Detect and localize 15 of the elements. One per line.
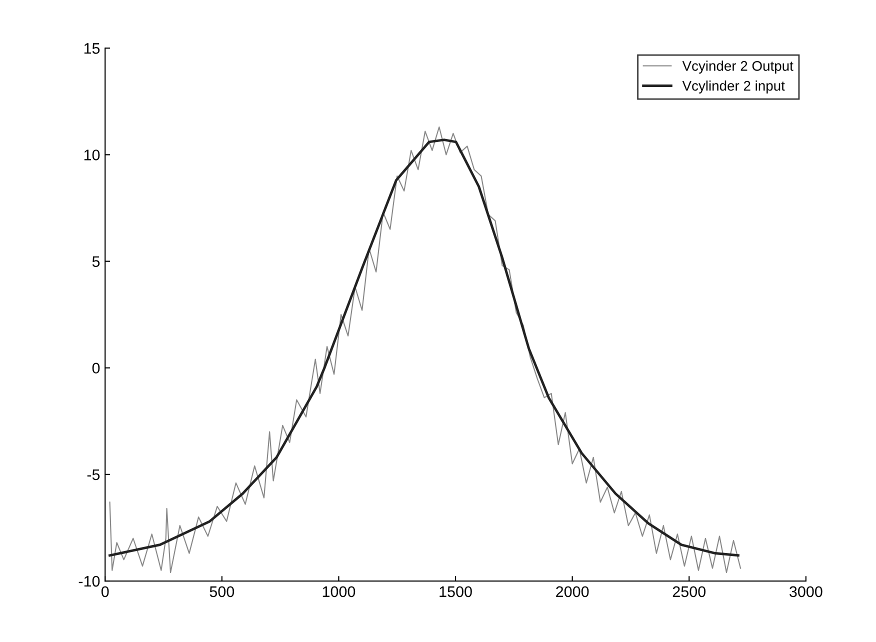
x-tick-label: 2000 — [556, 586, 589, 598]
x-tick-label: 500 — [210, 586, 234, 598]
y-tick-label: 0 — [92, 362, 100, 374]
x-tick-label: 3000 — [790, 586, 822, 598]
x-tick-label: 1000 — [322, 586, 356, 598]
x-tick-label: 2500 — [672, 586, 706, 598]
y-tick-label: 15 — [84, 43, 100, 54]
legend-label: Vcyinder 2 Output — [682, 60, 794, 74]
y-tick-label: -5 — [87, 469, 100, 480]
y-tick-label: 5 — [92, 256, 100, 267]
legend-label: Vcylinder 2 input — [682, 80, 785, 94]
y-tick-label: 10 — [84, 150, 100, 160]
y-tick-label: -10 — [78, 576, 100, 587]
x-tick-label: 1500 — [440, 586, 472, 598]
x-tick-label: 0 — [101, 586, 109, 598]
